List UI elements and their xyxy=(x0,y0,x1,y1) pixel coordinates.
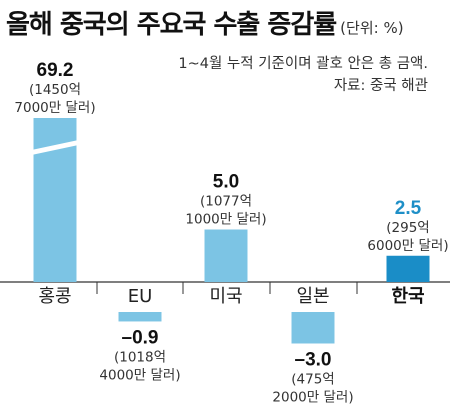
amount-label: 4000만 달러) xyxy=(99,367,180,383)
amount-label: 1000만 달러) xyxy=(185,212,266,228)
unit-label: (단위: %) xyxy=(340,19,404,37)
amount-label: (1018억 xyxy=(114,349,166,365)
bar-4 xyxy=(386,255,430,282)
amount-label: 2000만 달러) xyxy=(272,390,353,406)
bar-3 xyxy=(291,312,335,344)
value-label: 69.2 xyxy=(37,60,74,81)
category-label: 일본 xyxy=(296,286,329,307)
category-label: 한국 xyxy=(391,286,424,307)
source-note: 자료: 중국 해관 xyxy=(333,78,428,94)
axis-break-mark xyxy=(31,140,79,155)
chart-title: 올해 중국의 주요국 수출 증감률 xyxy=(6,10,337,40)
chart-subtitle: 1~4월 누적 기준이며 괄호 안은 총 금액. xyxy=(178,56,428,72)
amount-label: (1077억 xyxy=(200,194,252,210)
amount-label: 7000만 달러) xyxy=(14,100,95,116)
amount-label: 6000만 달러) xyxy=(367,238,448,254)
category-label: 홍콩 xyxy=(38,286,71,307)
category-label: 미국 xyxy=(209,286,242,307)
value-label: 2.5 xyxy=(395,198,422,219)
value-label: 5.0 xyxy=(213,172,239,193)
bar-2 xyxy=(204,229,248,282)
amount-label: (475억 xyxy=(291,372,334,388)
category-label: EU xyxy=(128,286,153,307)
bar-1 xyxy=(118,312,162,322)
value-label: –0.9 xyxy=(122,327,159,348)
value-label: –3.0 xyxy=(295,350,332,371)
chart-title-block: 올해 중국의 주요국 수출 증감률 (단위: %) xyxy=(6,4,404,41)
amount-label: (1450억 xyxy=(29,82,81,98)
amount-label: (295억 xyxy=(386,220,429,236)
